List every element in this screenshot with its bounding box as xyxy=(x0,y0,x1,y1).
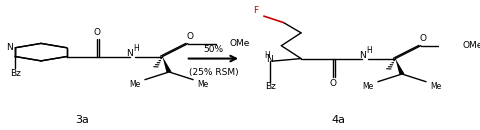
Text: OMe: OMe xyxy=(229,39,250,48)
Text: N: N xyxy=(126,49,133,58)
Text: O: O xyxy=(187,32,193,41)
Text: H: H xyxy=(264,51,270,60)
Polygon shape xyxy=(396,59,405,74)
Text: Bz: Bz xyxy=(265,82,276,91)
Text: Bz: Bz xyxy=(10,69,21,78)
Text: F: F xyxy=(253,6,258,15)
Text: 3a: 3a xyxy=(75,115,89,125)
Text: N: N xyxy=(359,51,366,60)
Text: O: O xyxy=(420,34,427,43)
Text: Me: Me xyxy=(362,82,374,91)
Text: Me: Me xyxy=(430,82,441,91)
Text: N: N xyxy=(266,55,273,64)
Text: 50%: 50% xyxy=(204,45,223,54)
Text: O: O xyxy=(329,79,336,87)
Polygon shape xyxy=(162,57,172,72)
Text: 4a: 4a xyxy=(331,115,345,125)
Text: O: O xyxy=(93,28,100,37)
Text: N: N xyxy=(7,43,13,52)
Text: H: H xyxy=(366,46,372,55)
Text: H: H xyxy=(133,44,139,53)
Text: Me: Me xyxy=(197,80,208,89)
Text: (25% RSM): (25% RSM) xyxy=(189,68,238,77)
Text: OMe: OMe xyxy=(462,41,480,50)
Text: Me: Me xyxy=(130,80,141,89)
